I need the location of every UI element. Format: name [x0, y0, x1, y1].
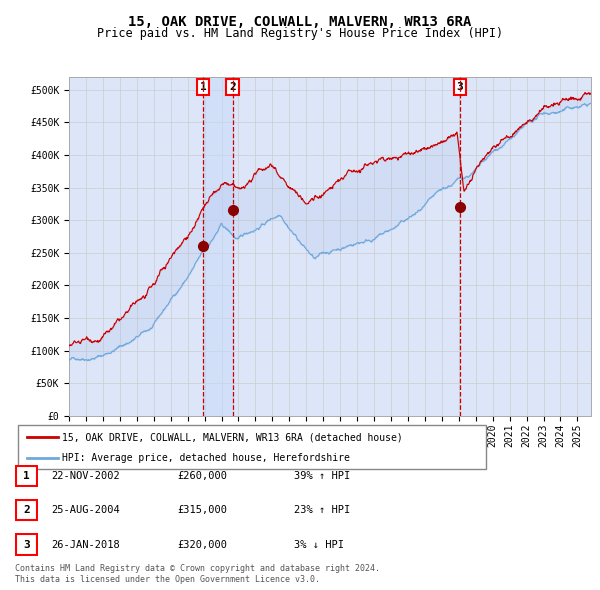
Text: 1: 1: [200, 82, 206, 92]
Text: £315,000: £315,000: [177, 506, 227, 515]
Text: £260,000: £260,000: [177, 471, 227, 481]
Text: 15, OAK DRIVE, COLWALL, MALVERN, WR13 6RA: 15, OAK DRIVE, COLWALL, MALVERN, WR13 6R…: [128, 15, 472, 29]
Text: 1: 1: [23, 471, 30, 481]
FancyBboxPatch shape: [16, 535, 37, 555]
Text: 23% ↑ HPI: 23% ↑ HPI: [294, 506, 350, 515]
Text: 3% ↓ HPI: 3% ↓ HPI: [294, 540, 344, 549]
Text: 3: 3: [23, 540, 30, 549]
Text: Contains HM Land Registry data © Crown copyright and database right 2024.: Contains HM Land Registry data © Crown c…: [15, 565, 380, 573]
Bar: [203, 77, 233, 416]
Text: 39% ↑ HPI: 39% ↑ HPI: [294, 471, 350, 481]
FancyBboxPatch shape: [16, 466, 37, 486]
Text: 26-JAN-2018: 26-JAN-2018: [51, 540, 120, 549]
Text: 2: 2: [23, 506, 30, 515]
FancyBboxPatch shape: [16, 500, 37, 520]
Text: This data is licensed under the Open Government Licence v3.0.: This data is licensed under the Open Gov…: [15, 575, 320, 584]
FancyBboxPatch shape: [18, 425, 486, 469]
Text: Price paid vs. HM Land Registry's House Price Index (HPI): Price paid vs. HM Land Registry's House …: [97, 27, 503, 40]
Text: £320,000: £320,000: [177, 540, 227, 549]
Text: 3: 3: [457, 82, 464, 92]
Text: HPI: Average price, detached house, Herefordshire: HPI: Average price, detached house, Here…: [62, 453, 350, 463]
Text: 22-NOV-2002: 22-NOV-2002: [51, 471, 120, 481]
Text: 15, OAK DRIVE, COLWALL, MALVERN, WR13 6RA (detached house): 15, OAK DRIVE, COLWALL, MALVERN, WR13 6R…: [62, 432, 403, 442]
Text: 25-AUG-2004: 25-AUG-2004: [51, 506, 120, 515]
Text: 2: 2: [229, 82, 236, 92]
